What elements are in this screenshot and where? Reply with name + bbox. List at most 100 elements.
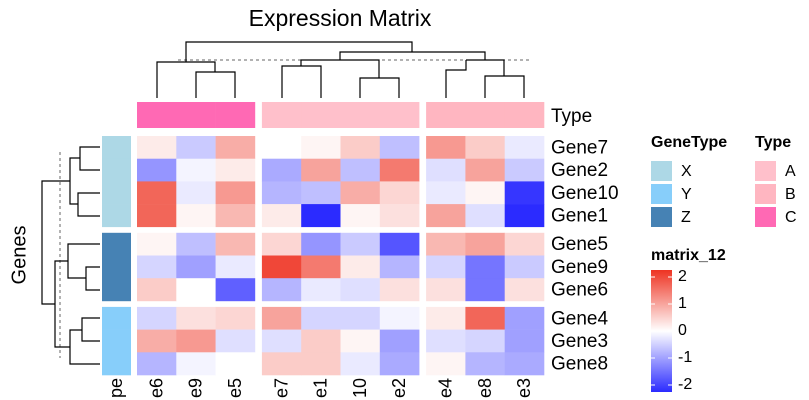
heatmap-cell — [465, 158, 505, 182]
heatmap-cell — [504, 329, 545, 353]
column-label: e5 — [225, 378, 245, 398]
heatmap-cell — [261, 158, 302, 182]
legend-swatch — [755, 207, 776, 227]
legend-swatch — [651, 207, 672, 227]
column-annotation-cell — [379, 102, 420, 128]
row-annotation-cell — [102, 306, 131, 330]
heatmap-cell — [137, 352, 177, 376]
heatmap-cell — [176, 158, 216, 182]
column-label: e9 — [186, 378, 206, 398]
heatmap-cell — [176, 278, 216, 302]
heatmap-cell — [426, 329, 466, 353]
heatmap-cell — [176, 232, 216, 256]
heatmap-cell — [176, 136, 216, 159]
column-annotation-cell — [426, 102, 466, 128]
row-annotation-cell — [102, 352, 131, 376]
heatmap-cell — [176, 204, 216, 228]
column-label: e7 — [271, 378, 291, 398]
heatmap-cell — [465, 204, 505, 228]
heatmap-cell — [465, 329, 505, 353]
heatmap-cell — [301, 255, 341, 279]
heatmap-cell — [301, 306, 341, 330]
heatmap-cell — [426, 352, 466, 376]
colorbar-tick-label: -1 — [678, 349, 692, 366]
column-annotation-cell — [261, 102, 302, 128]
row-label: Gene8 — [551, 354, 608, 375]
heatmap-cell — [137, 158, 177, 182]
heatmap-cell — [215, 329, 256, 353]
row-annotation-cell — [102, 232, 131, 256]
heatmap-cell — [261, 232, 302, 256]
heatmap-cell — [465, 278, 505, 302]
heatmap-cell — [137, 306, 177, 330]
heatmap-cell — [176, 306, 216, 330]
colorbar-tick-label: -2 — [678, 376, 692, 393]
heatmap-cell — [379, 158, 420, 182]
heatmap-cell — [504, 306, 545, 330]
heatmap-cell — [340, 306, 381, 330]
heatmap-cell — [379, 255, 420, 279]
heatmap-cell — [504, 278, 545, 302]
heatmap-cell — [301, 278, 341, 302]
chart-title: Expression Matrix — [249, 5, 432, 31]
heatmap-cell — [301, 352, 341, 376]
heatmap-cell — [301, 181, 341, 205]
heatmap-cell — [301, 232, 341, 256]
heatmap-cell — [379, 278, 420, 302]
heatmap-cell — [504, 255, 545, 279]
heatmap-cell — [340, 204, 381, 228]
heatmap-cell — [301, 136, 341, 159]
heatmap-cell — [137, 255, 177, 279]
row-annotation-cell — [102, 181, 131, 205]
legend-label: Y — [681, 186, 692, 203]
column-annotation-name: Type — [551, 106, 592, 127]
legend-label: X — [681, 163, 692, 180]
heatmap-cell — [215, 158, 256, 182]
heatmap-cell — [176, 181, 216, 205]
heatmap-cell — [137, 232, 177, 256]
heatmap-cell — [379, 181, 420, 205]
column-annotation-cell — [465, 102, 505, 128]
row-label: Gene7 — [551, 137, 608, 158]
row-dendrogram — [41, 146, 100, 365]
column-annotation-cell — [504, 102, 545, 128]
row-label: Gene10 — [551, 183, 619, 204]
heatmap-cell — [301, 158, 341, 182]
row-label: Gene2 — [551, 160, 608, 181]
heatmap-cell — [261, 278, 302, 302]
heatmap-cell — [261, 136, 302, 159]
heatmap-cell — [504, 181, 545, 205]
heatmap-cell — [176, 352, 216, 376]
row-annotation-cell — [102, 158, 131, 182]
heatmap-cell — [215, 278, 256, 302]
column-label: e6 — [146, 378, 166, 398]
legend-title: Type — [755, 134, 791, 151]
row-label: Gene9 — [551, 257, 608, 278]
row-annotation-cell — [102, 255, 131, 279]
heatmap-cell — [261, 306, 302, 330]
heatmap-cell — [137, 181, 177, 205]
heatmap-cell — [215, 204, 256, 228]
column-annotation-cell — [301, 102, 341, 128]
legend-swatch — [755, 184, 776, 204]
heatmap-cell — [215, 136, 256, 159]
heatmap-cell — [340, 329, 381, 353]
heatmap-cell — [215, 232, 256, 256]
heatmap-cell — [261, 204, 302, 228]
column-label: e2 — [389, 378, 409, 398]
legend-label: A — [785, 163, 796, 180]
y-axis-label: Genes — [8, 226, 30, 285]
heatmap-cell — [215, 181, 256, 205]
heatmap-cell — [426, 306, 466, 330]
legend-swatch — [651, 184, 672, 204]
heatmap-cell — [340, 352, 381, 376]
heatmap-cell — [379, 329, 420, 353]
row-label: Gene4 — [551, 308, 608, 329]
heatmap-cell — [504, 136, 545, 159]
heatmap-cell — [379, 306, 420, 330]
row-label: Gene1 — [551, 205, 608, 226]
heatmap-cell — [176, 329, 216, 353]
heatmap-cell — [137, 136, 177, 159]
